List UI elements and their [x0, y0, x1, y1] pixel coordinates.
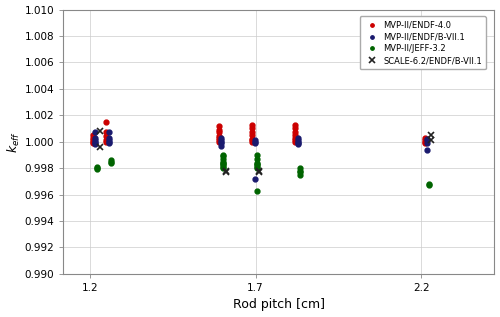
Y-axis label: $k_{eff}$: $k_{eff}$ [6, 131, 22, 153]
Legend: MVP-II/ENDF-4.0, MVP-II/ENDF/B-VII.1, MVP-II/JEFF-3.2, SCALE-6.2/ENDF/B-VII.1: MVP-II/ENDF-4.0, MVP-II/ENDF/B-VII.1, MV… [360, 16, 486, 69]
X-axis label: Rod pitch [cm]: Rod pitch [cm] [233, 298, 325, 311]
